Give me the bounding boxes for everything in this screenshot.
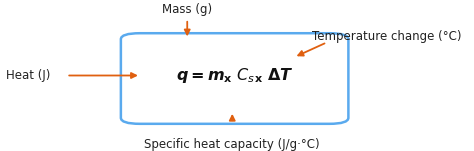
Text: Specific heat capacity (J/g·°C): Specific heat capacity (J/g·°C) <box>145 138 320 151</box>
Text: Heat (J): Heat (J) <box>6 69 51 82</box>
Text: Mass (g): Mass (g) <box>162 3 212 16</box>
Text: $\boldsymbol{q = m}$$_{\mathbf{x}}$ $\boldsymbol{C_s}$$_{\mathbf{x}}$ $\boldsymb: $\boldsymbol{q = m}$$_{\mathbf{x}}$ $\bo… <box>176 66 293 85</box>
FancyBboxPatch shape <box>121 33 348 124</box>
Text: Temperature change (°C): Temperature change (°C) <box>311 30 461 43</box>
